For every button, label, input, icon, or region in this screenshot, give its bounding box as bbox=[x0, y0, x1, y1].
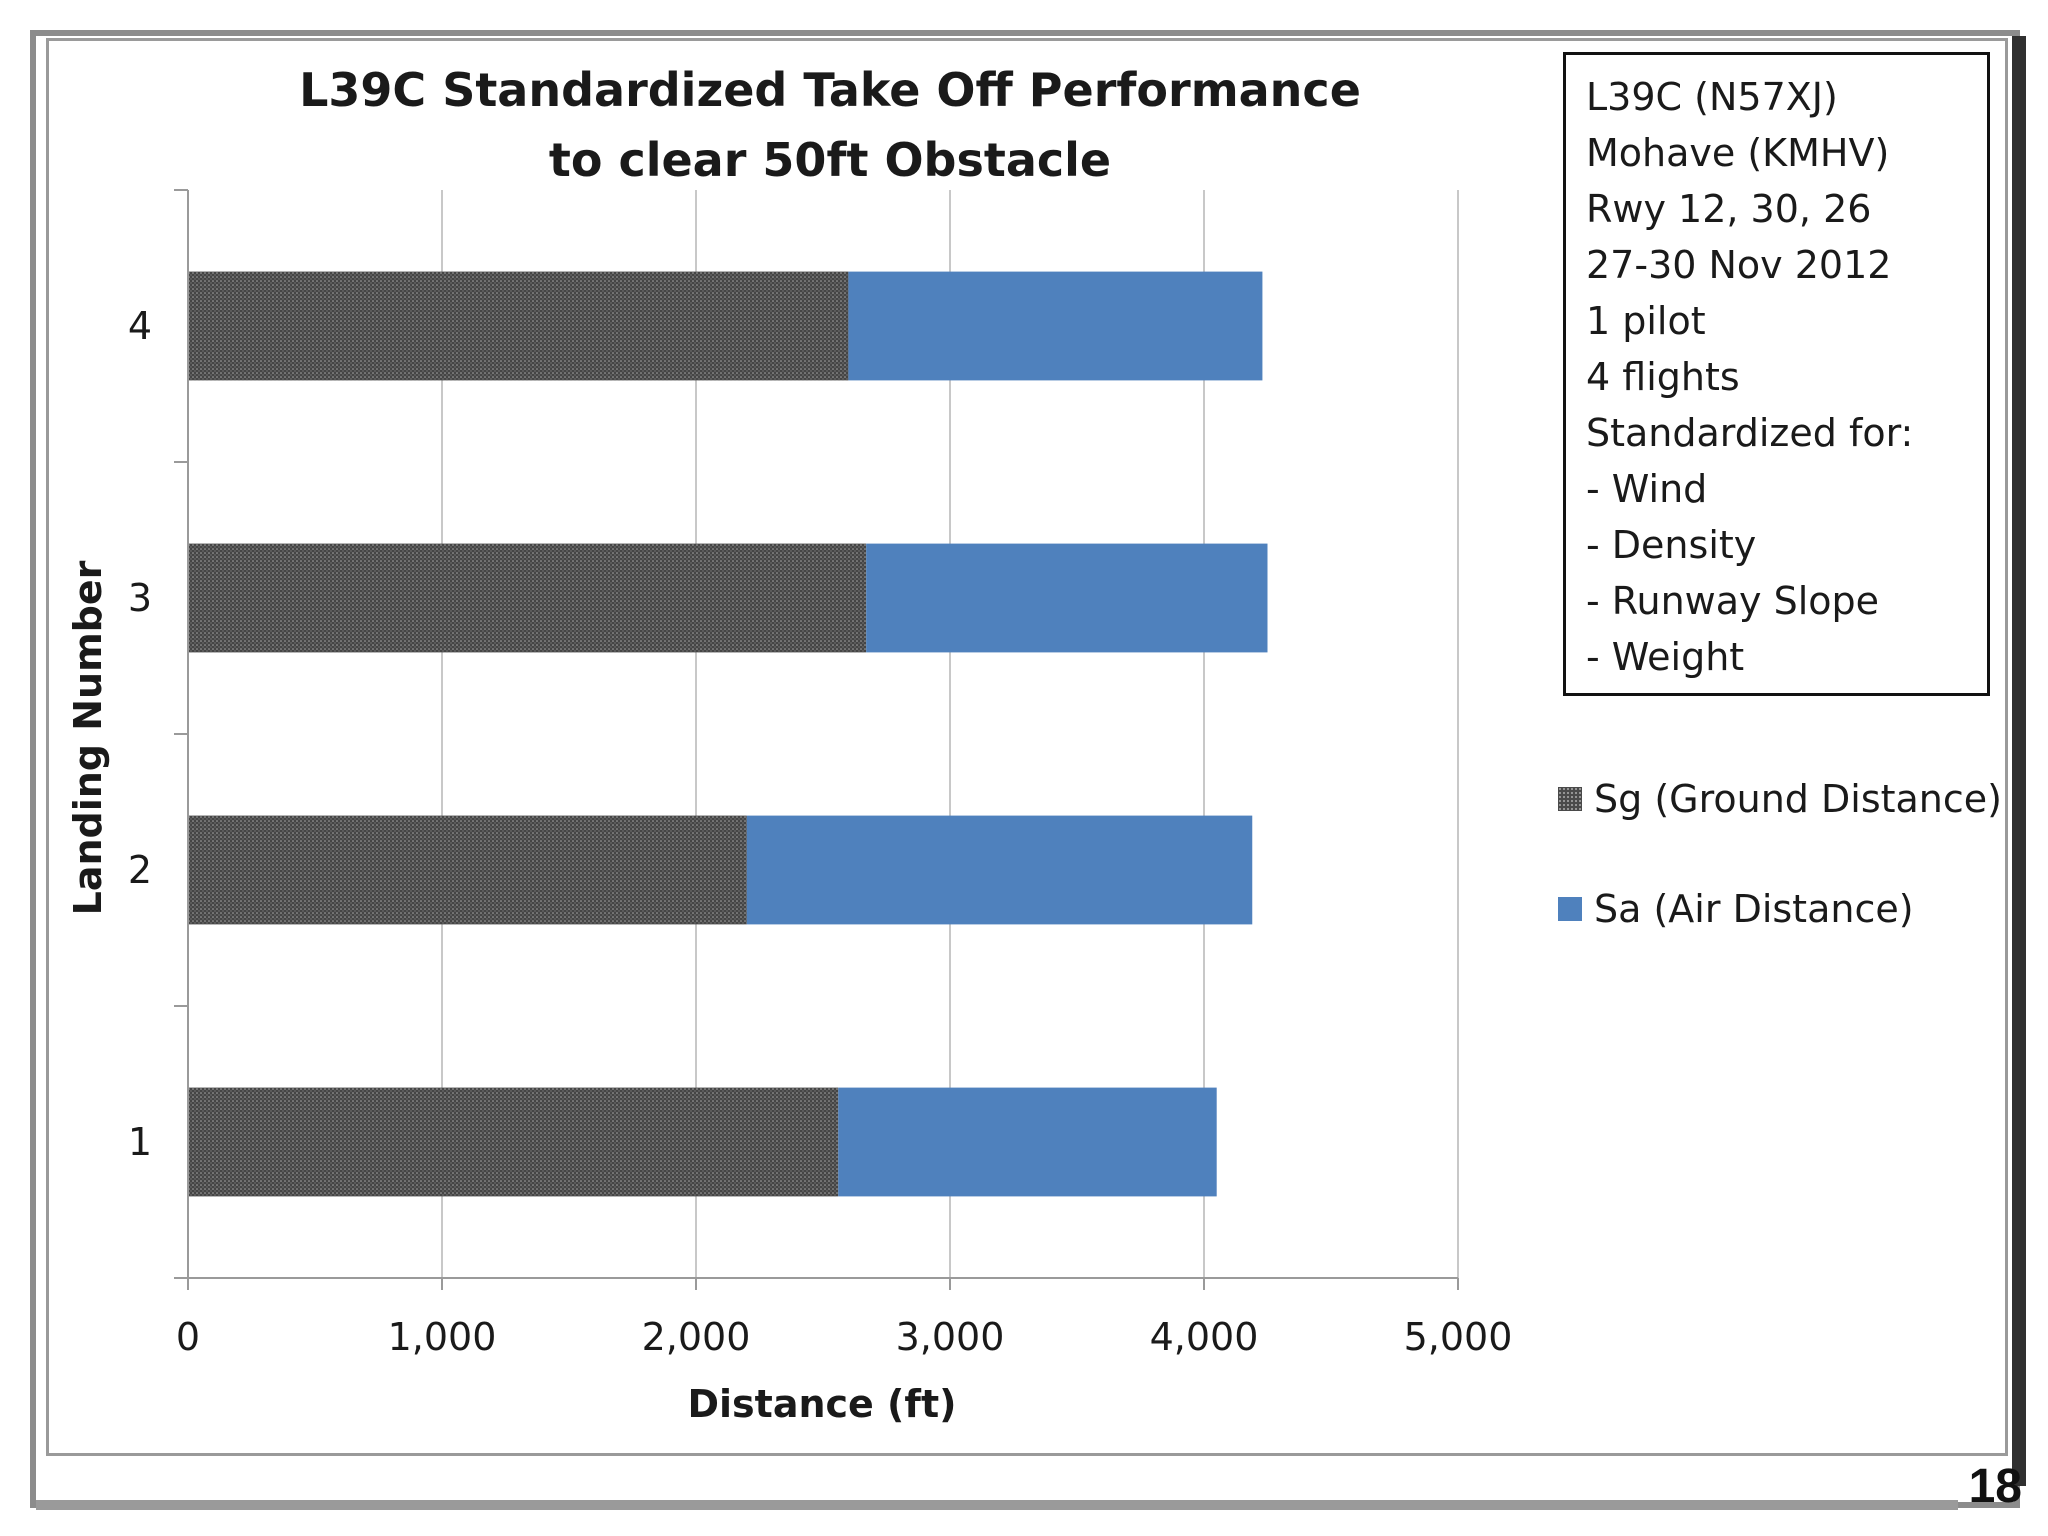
x-tick-label-2000: 2,000 bbox=[642, 1315, 751, 1359]
chart-title-line-1: L39C Standardized Take Off Performance bbox=[299, 63, 1361, 117]
x-tick-label-5000: 5,000 bbox=[1404, 1315, 1513, 1359]
x-tick-label-4000: 4,000 bbox=[1150, 1315, 1259, 1359]
y-axis-title: Landing Number bbox=[66, 560, 110, 915]
bar-air-1 bbox=[838, 1087, 1217, 1197]
info-line-runways: Rwy 12, 30, 26 bbox=[1586, 187, 1872, 231]
frame-shadow-right bbox=[2012, 36, 2026, 1486]
legend-swatch-air bbox=[1558, 897, 1582, 921]
legend-label-air: Sa (Air Distance) bbox=[1594, 887, 1914, 931]
x-tick-label-3000: 3,000 bbox=[896, 1315, 1005, 1359]
y-tick-label-4: 4 bbox=[128, 304, 152, 348]
x-tick-label-0: 0 bbox=[176, 1315, 200, 1359]
info-line-standardized: Standardized for: bbox=[1586, 411, 1914, 455]
bar-ground-3 bbox=[188, 543, 867, 653]
y-tick-label-2: 2 bbox=[128, 848, 152, 892]
axes-layer bbox=[174, 189, 1459, 1290]
chart-border bbox=[46, 38, 2008, 1456]
y-tick-label-3: 3 bbox=[128, 576, 152, 620]
bar-air-3 bbox=[866, 543, 1268, 653]
info-line-flights: 4 flights bbox=[1586, 355, 1740, 399]
bar-ground-1 bbox=[188, 1087, 839, 1197]
legend-swatch-ground bbox=[1558, 787, 1582, 811]
y-tick-label-1: 1 bbox=[128, 1120, 152, 1164]
bar-ground-4 bbox=[188, 271, 849, 381]
bar-air-2 bbox=[746, 815, 1253, 925]
ticks-layer: 1 2 3 4 0 1,000 2,000 3,000 4,000 5,000 bbox=[128, 304, 1512, 1359]
bars-layer bbox=[188, 271, 1268, 1197]
legend-item-ground: Sg (Ground Distance) bbox=[1558, 777, 2002, 821]
x-tick-label-1000: 1,000 bbox=[388, 1315, 497, 1359]
bar-ground-2 bbox=[188, 815, 747, 925]
info-line-dates: 27-30 Nov 2012 bbox=[1586, 243, 1892, 287]
legend-label-ground: Sg (Ground Distance) bbox=[1594, 777, 2002, 821]
info-line-aircraft: L39C (N57XJ) bbox=[1586, 75, 1838, 119]
page-number: 18 bbox=[1968, 1460, 2022, 1513]
info-line-airport: Mohave (KMHV) bbox=[1586, 131, 1890, 175]
x-axis-title: Distance (ft) bbox=[687, 1382, 956, 1426]
frame-shadow-bottom bbox=[36, 1500, 1958, 1510]
info-line-slope: - Runway Slope bbox=[1586, 579, 1880, 623]
legend-item-air: Sa (Air Distance) bbox=[1558, 887, 1914, 931]
flight-info-box: L39C (N57XJ) Mohave (KMHV) Rwy 12, 30, 2… bbox=[1563, 52, 1990, 696]
info-line-weight: - Weight bbox=[1586, 635, 1745, 679]
info-line-wind: - Wind bbox=[1586, 467, 1708, 511]
bar-air-4 bbox=[848, 271, 1263, 381]
chart-title-line-2: to clear 50ft Obstacle bbox=[549, 133, 1111, 187]
info-line-pilots: 1 pilot bbox=[1586, 299, 1706, 343]
info-line-density: - Density bbox=[1586, 523, 1757, 567]
